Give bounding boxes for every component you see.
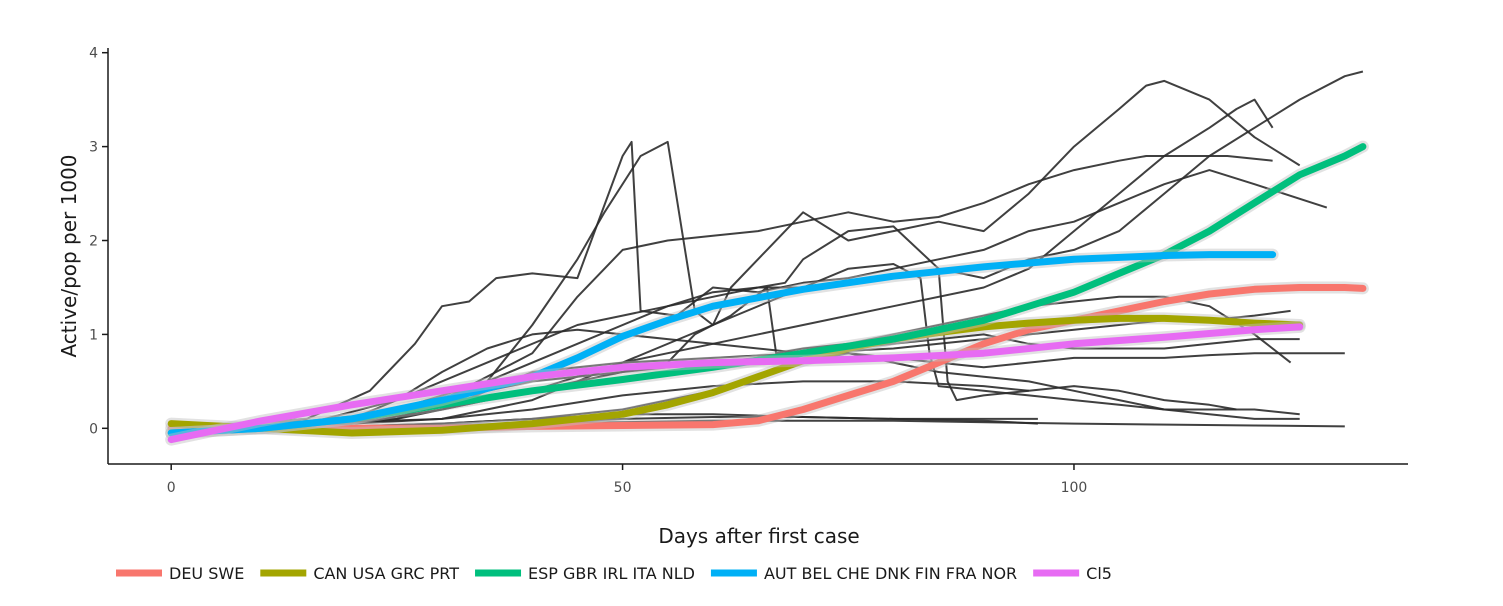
x-axis-ticks: 0 50 100	[167, 464, 1088, 496]
y-tick-label: 4	[89, 46, 98, 62]
series-line-5	[167, 323, 1304, 444]
series-line-4	[167, 251, 1277, 437]
legend: DEU SWE CAN USA GRC PRT ESP GBR IRL ITA NL…	[116, 564, 1112, 583]
legend-label-4: AUT BEL CHE DNK FIN FRA NOR	[764, 564, 1017, 583]
y-tick-label: 3	[89, 140, 98, 156]
smooth-series-group	[165, 140, 1369, 446]
legend-label-3: ESP GBR IRL ITA NLD	[528, 564, 695, 583]
legend-label-2: CAN USA GRC PRT	[313, 564, 459, 583]
raw-series-line-1	[171, 140, 1328, 430]
y-tick-label: 2	[89, 234, 98, 250]
y-axis-title: Active/pop per 1000	[57, 154, 81, 357]
raw-series-line-4	[171, 79, 1301, 430]
x-axis-title: Days after first case	[658, 524, 859, 548]
raw-series-line-16	[171, 380, 1029, 430]
y-tick-label: 0	[89, 421, 98, 437]
y-axis-ticks: 0 1 2 3 4	[89, 46, 108, 437]
y-tick-label: 1	[89, 327, 98, 343]
x-tick-label: 0	[167, 480, 176, 496]
raw-series-line-5	[171, 98, 1274, 430]
x-tick-label: 100	[1061, 480, 1088, 496]
raw-series-line-3	[171, 155, 1273, 430]
raw-series-line-7	[171, 225, 1237, 430]
x-tick-label: 50	[614, 480, 632, 496]
legend-label-5: Cl5	[1086, 564, 1112, 583]
legend-label-1: DEU SWE	[169, 564, 244, 583]
series-line-3	[167, 143, 1367, 437]
raw-series-line-10	[171, 352, 1300, 430]
